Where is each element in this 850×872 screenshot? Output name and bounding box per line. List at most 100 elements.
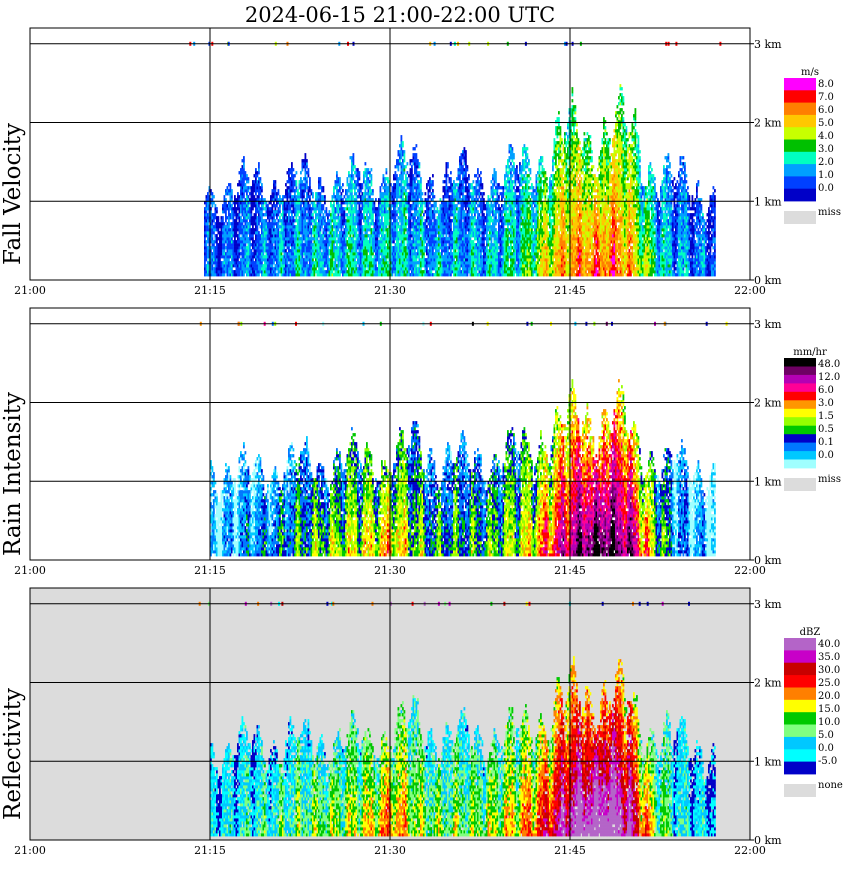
heatmap-cell [256,228,259,232]
heatmap-cell [378,201,380,205]
heatmap-cell [307,192,310,196]
heatmap-cell [270,201,272,205]
heatmap-cell [369,198,371,202]
heatmap-cell [253,267,256,271]
heatmap-cell [285,222,287,226]
heatmap-cell [330,261,332,265]
heatmap-cell [273,240,275,244]
heatmap-cell [282,228,284,232]
heatmap-cell [265,222,268,226]
heatmap-cell [318,207,320,211]
heatmap-cell [334,264,337,268]
heatmap-cell [267,222,269,226]
heatmap-cell [322,204,325,208]
heatmap-cell [256,249,259,253]
heatmap-cell [262,264,265,268]
heatmap-cell [303,228,305,232]
heatmap-cell [256,234,259,238]
heatmap-cell [262,222,265,226]
heatmap-cell [256,186,259,190]
heatmap-cell [210,189,212,193]
heatmap-cell [258,258,260,262]
heatmap-cell [291,216,293,220]
heatmap-cell [321,240,323,244]
heatmap-cell [247,213,250,217]
heatmap-cell [346,243,349,247]
heatmap-cell [252,228,254,232]
heatmap-cell [331,231,334,235]
heatmap-cell [364,183,367,187]
heatmap-cell [301,234,304,238]
heatmap-cell [283,258,286,262]
heatmap-cell [403,150,406,154]
heatmap-cell [240,228,242,232]
heatmap-cell [303,159,305,163]
heatmap-cell [282,234,284,238]
heatmap-cell [309,180,311,184]
heatmap-cell [307,207,310,211]
heatmap-cell [292,267,295,271]
heatmap-cell [357,183,359,187]
heatmap-cell [331,273,334,277]
heatmap-cell [243,273,245,277]
heatmap-cell [231,243,233,247]
heatmap-cell [327,216,329,220]
heatmap-cell [337,222,340,226]
heatmap-cell [357,171,359,175]
heatmap-cell [313,261,316,265]
heatmap-cell [307,267,310,271]
heatmap-cell [283,273,286,277]
heatmap-cell [370,192,373,196]
heatmap-cell [235,246,238,250]
heatmap-cell [241,219,244,223]
heatmap-cell [307,264,310,268]
heatmap-cell [291,189,293,193]
heatmap-cell [336,225,338,229]
heatmap-cell [223,204,226,208]
heatmap-cell [325,249,328,253]
heatmap-cell [313,249,316,253]
heatmap-cell [258,171,260,175]
heatmap-cell [241,258,244,262]
heatmap-cell [372,243,374,247]
heatmap-cell [276,231,278,235]
heatmap-cell [306,246,308,250]
heatmap-cell [367,267,370,271]
heatmap-cell [283,195,286,199]
heatmap-cell [220,234,223,238]
heatmap-cell [306,222,308,226]
heatmap-cell [217,261,220,265]
heatmap-cell [216,222,218,226]
heatmap-cell [289,192,292,196]
heatmap-cell [375,228,377,232]
heatmap-cell [207,207,209,211]
heatmap-cell [421,216,424,220]
heatmap-cell [253,270,256,274]
heatmap-cell [228,207,230,211]
heatmap-cell [250,189,253,193]
heatmap-cell [352,237,355,241]
heatmap-cell [303,219,305,223]
heatmap-cell [373,237,376,241]
heatmap-cell [267,255,269,259]
heatmap-cell [276,225,278,229]
heatmap-cell [243,231,245,235]
heatmap-cell [264,213,266,217]
heatmap-cell [381,183,383,187]
heatmap-cell [240,222,242,226]
heatmap-cell [220,231,223,235]
heatmap-cell [226,255,229,259]
heatmap-cell [285,219,287,223]
heatmap-cell [376,216,379,220]
heatmap-cell [213,258,215,262]
heatmap-cell [315,234,317,238]
heatmap-cell [216,228,218,232]
heatmap-cell [294,192,296,196]
heatmap-cell [358,252,361,256]
heatmap-cell [301,225,304,229]
heatmap-cell [334,186,337,190]
heatmap-cell [343,210,346,214]
heatmap-cell [225,210,227,214]
heatmap-cell [376,225,379,229]
heatmap-cell [225,192,227,196]
